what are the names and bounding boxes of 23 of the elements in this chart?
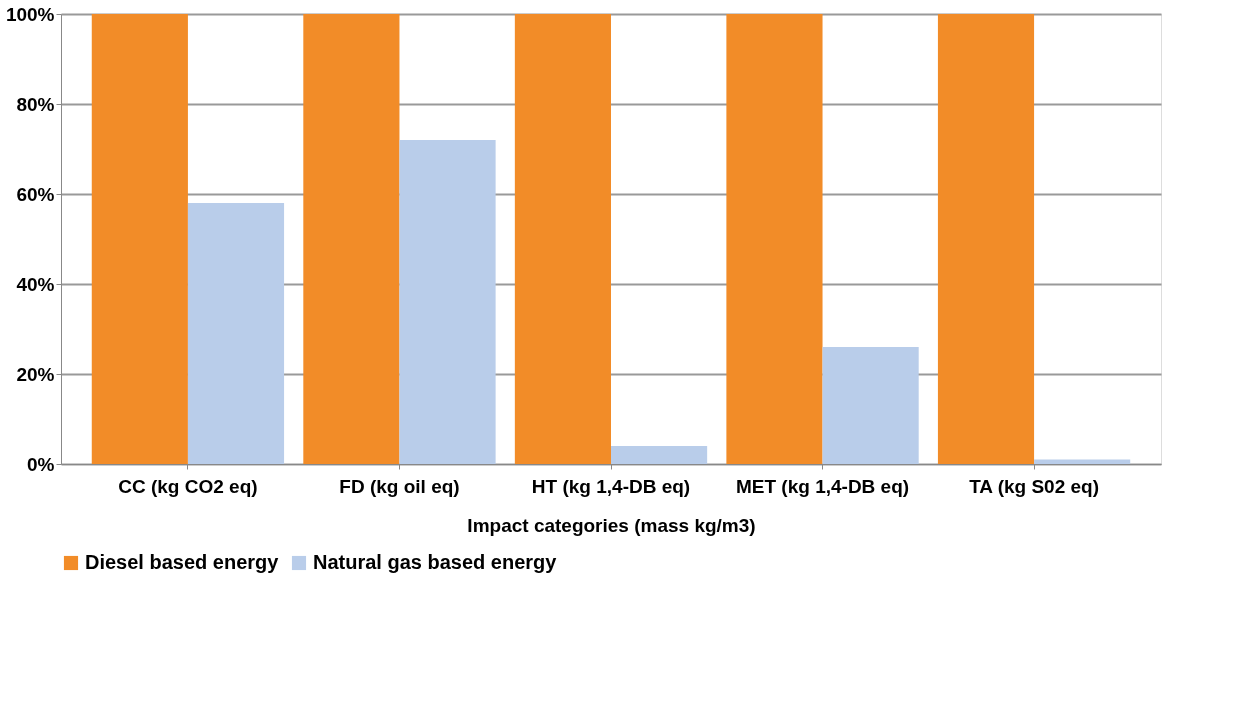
x-tick-label: CC (kg CO2 eq) bbox=[118, 475, 258, 497]
legend-label: Diesel based energy bbox=[85, 551, 280, 573]
bar bbox=[822, 347, 919, 464]
bar bbox=[937, 14, 1035, 464]
x-tick-label: FD (kg oil eq) bbox=[339, 475, 460, 497]
bar bbox=[514, 14, 611, 464]
legend-label: Natural gas based energy bbox=[313, 551, 558, 573]
bar bbox=[399, 140, 496, 464]
y-tick-label: 80% bbox=[16, 93, 55, 115]
x-tick-label: MET (kg 1,4-DB eq) bbox=[735, 475, 910, 497]
y-tick-label: 0% bbox=[27, 453, 55, 475]
y-tick-label: 100% bbox=[5, 3, 55, 25]
bar bbox=[303, 14, 400, 464]
y-tick-label: 40% bbox=[16, 273, 55, 295]
bar bbox=[611, 446, 708, 464]
y-tick-label: 60% bbox=[16, 183, 55, 205]
bar bbox=[91, 14, 188, 464]
bar bbox=[187, 203, 285, 464]
y-tick-label: 20% bbox=[16, 363, 55, 385]
x-tick-label: HT (kg 1,4-DB eq) bbox=[531, 475, 691, 497]
bar bbox=[726, 14, 823, 464]
x-axis-title: Impact categories (mass kg/m3) bbox=[467, 514, 756, 536]
x-tick-label: TA (kg S02 eq) bbox=[969, 475, 1100, 497]
